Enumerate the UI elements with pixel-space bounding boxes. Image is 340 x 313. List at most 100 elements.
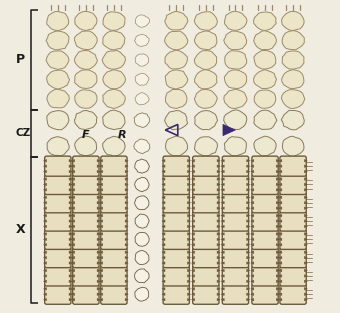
FancyBboxPatch shape [222,229,249,249]
Polygon shape [254,31,276,50]
Polygon shape [162,220,165,222]
Text: P: P [16,54,25,66]
Polygon shape [246,170,250,173]
Polygon shape [69,165,72,167]
Polygon shape [276,196,279,198]
Polygon shape [44,178,47,180]
Polygon shape [279,165,282,167]
Polygon shape [100,233,103,235]
Polygon shape [187,165,190,167]
Polygon shape [304,256,307,259]
Polygon shape [69,251,72,254]
Polygon shape [69,262,72,264]
FancyBboxPatch shape [222,211,249,231]
Polygon shape [69,178,72,180]
Polygon shape [97,293,100,295]
Polygon shape [187,269,190,272]
Polygon shape [187,298,190,301]
Polygon shape [100,244,103,246]
Polygon shape [279,244,282,246]
Text: CZ: CZ [16,128,31,138]
Polygon shape [191,251,194,254]
Polygon shape [254,136,276,156]
Polygon shape [44,225,47,228]
Polygon shape [44,269,47,272]
FancyBboxPatch shape [252,229,278,249]
FancyBboxPatch shape [193,156,219,176]
FancyBboxPatch shape [163,156,189,176]
Polygon shape [246,262,250,264]
Polygon shape [71,202,75,204]
Polygon shape [191,207,194,209]
Polygon shape [100,202,103,204]
Polygon shape [75,136,97,156]
Polygon shape [71,233,75,235]
FancyBboxPatch shape [280,248,306,268]
Polygon shape [162,233,165,235]
Polygon shape [191,178,194,180]
Polygon shape [246,202,250,204]
Polygon shape [125,262,128,264]
Polygon shape [162,207,165,209]
Polygon shape [97,170,100,173]
Polygon shape [217,293,220,295]
FancyBboxPatch shape [222,248,249,268]
FancyBboxPatch shape [101,174,127,194]
FancyBboxPatch shape [222,266,249,286]
Polygon shape [279,256,282,259]
Polygon shape [125,238,128,241]
Polygon shape [191,280,194,283]
Polygon shape [217,269,220,272]
Polygon shape [276,233,279,235]
Polygon shape [221,269,224,272]
Polygon shape [304,183,307,186]
Polygon shape [125,220,128,222]
Polygon shape [103,89,125,109]
FancyBboxPatch shape [280,229,306,249]
Polygon shape [69,233,72,235]
Polygon shape [187,275,190,277]
Polygon shape [135,250,149,264]
Polygon shape [44,298,47,301]
Polygon shape [221,238,224,241]
Polygon shape [162,196,165,198]
Polygon shape [100,165,103,167]
Polygon shape [304,293,307,295]
Polygon shape [221,214,224,217]
Polygon shape [125,170,128,173]
Polygon shape [102,51,125,69]
Polygon shape [191,225,194,228]
Polygon shape [69,275,72,277]
Polygon shape [69,238,72,241]
Polygon shape [125,165,128,167]
Polygon shape [97,251,100,254]
Polygon shape [187,225,190,228]
Polygon shape [246,280,250,283]
Polygon shape [246,275,250,277]
FancyBboxPatch shape [163,174,189,194]
Polygon shape [44,238,47,241]
Polygon shape [279,207,282,209]
Polygon shape [279,293,282,295]
Polygon shape [217,251,220,254]
FancyBboxPatch shape [222,284,249,304]
Polygon shape [221,275,224,277]
Polygon shape [162,280,165,283]
Polygon shape [69,298,72,301]
Polygon shape [125,275,128,277]
Polygon shape [276,251,279,254]
Polygon shape [125,269,128,272]
FancyBboxPatch shape [163,248,189,268]
Polygon shape [191,165,194,167]
Polygon shape [276,183,279,186]
Polygon shape [97,207,100,209]
Polygon shape [217,178,220,180]
Polygon shape [217,233,220,235]
Polygon shape [71,178,75,180]
Polygon shape [44,214,47,217]
Polygon shape [100,275,103,277]
Polygon shape [135,233,149,246]
Polygon shape [191,288,194,290]
Polygon shape [191,262,194,264]
Polygon shape [282,70,304,89]
